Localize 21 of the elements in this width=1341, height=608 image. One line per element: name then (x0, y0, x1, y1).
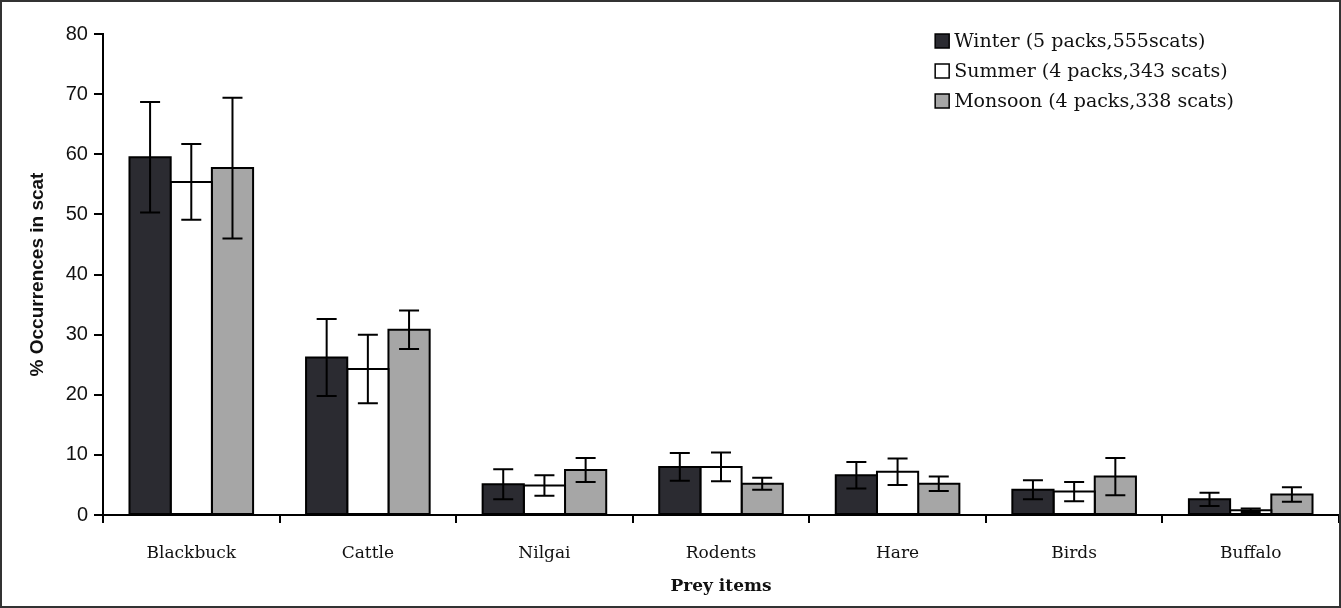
y-tick-label: 0 (76, 502, 88, 525)
y-tick-label: 20 (65, 382, 88, 405)
y-tick-label: 80 (65, 21, 88, 44)
legend-label: Monsoon (4 packs,338 scats) (954, 88, 1235, 111)
x-tick-label: Birds (1051, 541, 1097, 562)
y-tick-label: 70 (65, 81, 88, 104)
y-tick-label: 10 (65, 442, 88, 465)
x-tick-label: Rodents (685, 541, 757, 562)
x-tick-label: Blackbuck (146, 541, 237, 562)
x-axis-title: Prey items (670, 575, 772, 596)
y-tick-label: 50 (65, 201, 88, 224)
y-tick-label: 40 (65, 262, 88, 285)
x-tick-label: Cattle (341, 541, 395, 562)
y-tick-label: 30 (65, 322, 88, 345)
legend-label: Winter (5 packs,555scats) (954, 28, 1206, 51)
x-tick-label: Hare (875, 541, 920, 562)
x-tick-label: Buffalo (1220, 541, 1282, 562)
legend-label: Summer (4 packs,343 scats) (954, 58, 1228, 81)
x-tick-label: Nilgai (518, 541, 572, 562)
y-tick-label: 60 (65, 141, 88, 164)
y-axis-title: % Occurrences in scat (25, 171, 47, 377)
